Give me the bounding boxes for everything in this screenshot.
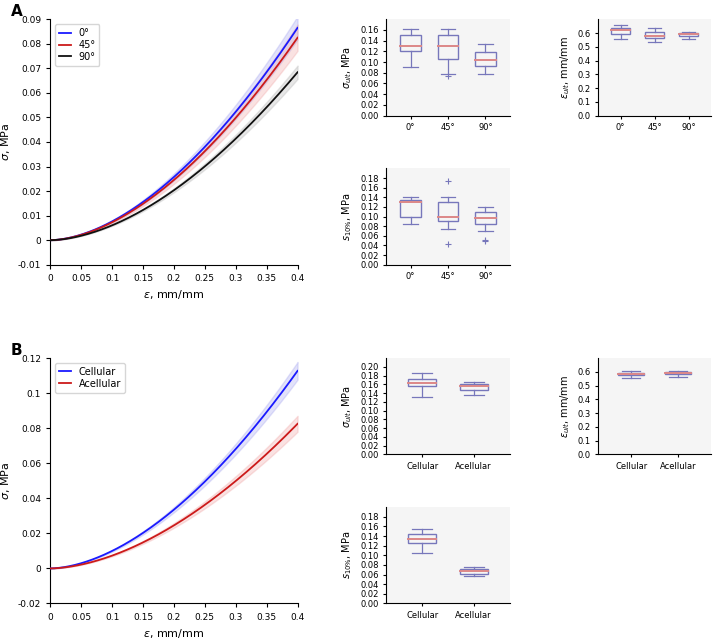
Bar — [618, 372, 644, 375]
0° — [270, 58, 279, 65]
Bar — [438, 35, 458, 59]
Y-axis label: $\sigma$, MPa: $\sigma$, MPa — [0, 123, 12, 161]
Bar — [611, 28, 630, 33]
90° — [254, 112, 263, 119]
Cellular — [293, 367, 302, 375]
Text: B: B — [11, 343, 22, 358]
Line: Acellular: Acellular — [50, 424, 297, 568]
90° — [193, 169, 202, 177]
Line: 0°: 0° — [50, 28, 297, 240]
Bar — [408, 534, 437, 543]
Y-axis label: $\varepsilon_{ult}$, mm/mm: $\varepsilon_{ult}$, mm/mm — [558, 36, 572, 99]
0° — [46, 236, 55, 244]
Text: A: A — [11, 4, 22, 19]
Line: 45°: 45° — [50, 38, 297, 240]
0° — [254, 79, 263, 87]
45° — [47, 236, 55, 244]
45° — [192, 155, 201, 163]
45° — [293, 34, 302, 42]
Cellular — [192, 485, 201, 493]
Cellular — [254, 418, 263, 426]
Bar — [475, 212, 495, 224]
Bar — [460, 569, 488, 574]
Bar — [475, 53, 495, 66]
0° — [293, 24, 302, 31]
Bar — [460, 385, 488, 390]
Line: 90°: 90° — [50, 73, 297, 240]
90° — [293, 69, 302, 76]
45° — [270, 66, 279, 74]
Acellular — [193, 506, 202, 514]
Acellular — [46, 564, 55, 572]
45° — [46, 236, 55, 244]
Bar — [408, 379, 437, 386]
0° — [47, 236, 55, 244]
Cellular — [193, 485, 202, 492]
90° — [197, 165, 206, 173]
Y-axis label: $\sigma_{ult}$, MPa: $\sigma_{ult}$, MPa — [340, 46, 355, 89]
Bar — [645, 31, 664, 38]
Y-axis label: $\varepsilon_{ult}$, mm/mm: $\varepsilon_{ult}$, mm/mm — [558, 374, 572, 438]
Cellular — [197, 481, 206, 489]
Line: Cellular: Cellular — [50, 371, 297, 568]
Acellular — [254, 457, 263, 465]
Legend: Cellular, Acellular: Cellular, Acellular — [55, 363, 125, 393]
Acellular — [293, 420, 302, 428]
Bar — [679, 33, 698, 37]
Acellular — [270, 443, 279, 451]
Bar — [400, 35, 421, 51]
Acellular — [192, 507, 201, 514]
0° — [192, 152, 201, 159]
45° — [197, 151, 206, 159]
90° — [270, 95, 279, 103]
90° — [46, 236, 55, 244]
Acellular — [197, 503, 206, 511]
X-axis label: $\varepsilon$, mm/mm: $\varepsilon$, mm/mm — [144, 627, 205, 640]
Legend: 0°, 45°, 90°: 0°, 45°, 90° — [55, 24, 100, 65]
X-axis label: $\varepsilon$, mm/mm: $\varepsilon$, mm/mm — [144, 288, 205, 301]
Bar — [438, 202, 458, 221]
Y-axis label: $s_{10\%}$, MPa: $s_{10\%}$, MPa — [340, 193, 355, 241]
Bar — [665, 372, 691, 374]
Y-axis label: $\sigma$, MPa: $\sigma$, MPa — [0, 462, 12, 500]
Cellular — [46, 564, 55, 572]
Cellular — [47, 564, 55, 572]
Bar — [400, 200, 421, 216]
Y-axis label: $\sigma_{ult}$, MPa: $\sigma_{ult}$, MPa — [340, 385, 355, 428]
90° — [192, 169, 201, 177]
45° — [193, 155, 202, 162]
0° — [193, 151, 202, 159]
Acellular — [47, 564, 55, 572]
90° — [47, 236, 55, 244]
0° — [197, 146, 206, 154]
Y-axis label: $s_{10\%}$, MPa: $s_{10\%}$, MPa — [340, 531, 355, 580]
45° — [254, 86, 263, 94]
Cellular — [270, 398, 279, 406]
